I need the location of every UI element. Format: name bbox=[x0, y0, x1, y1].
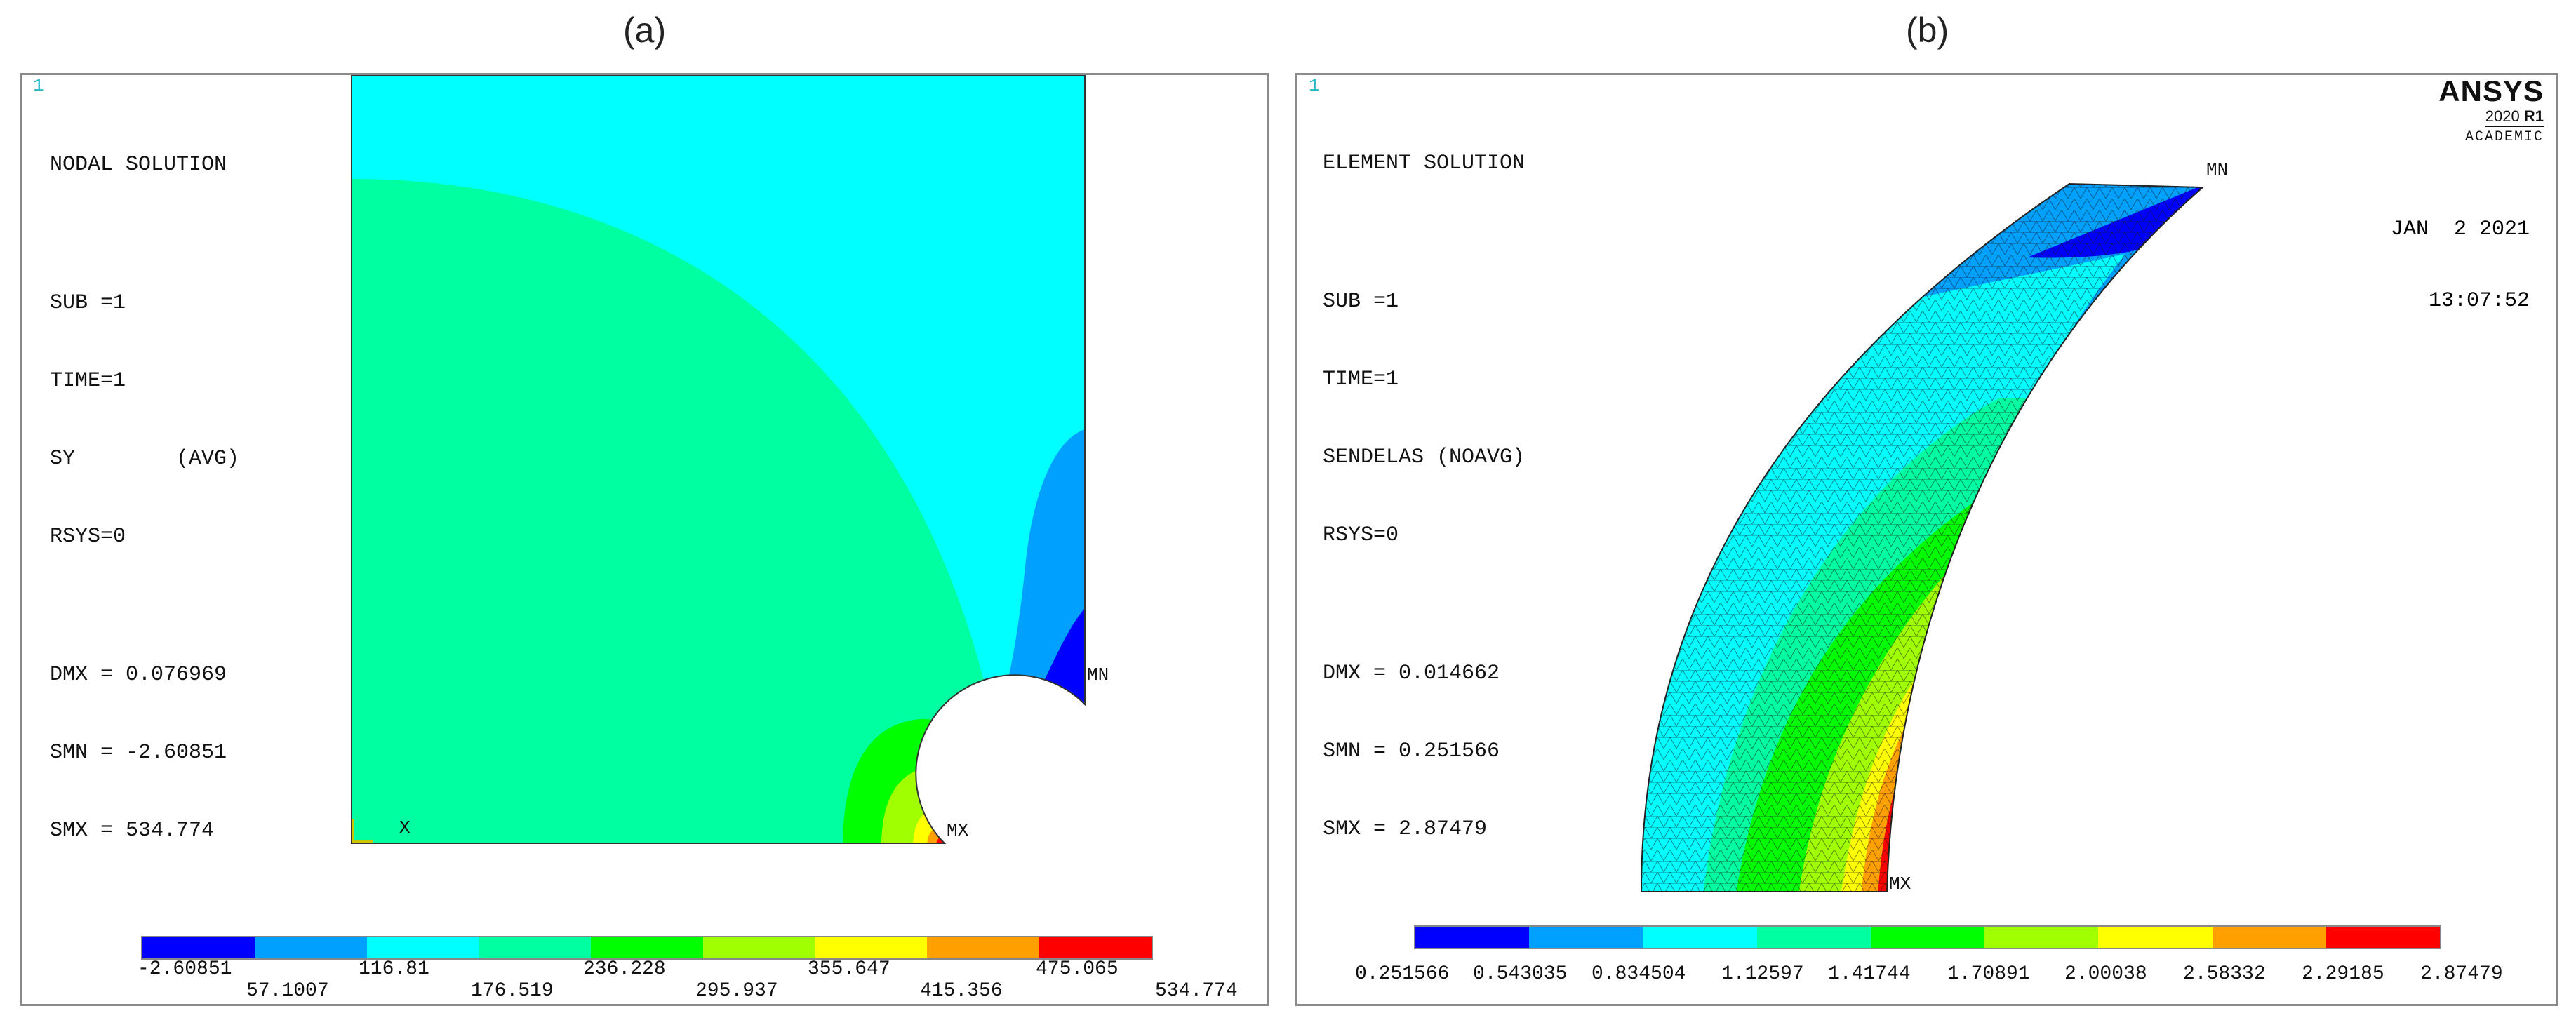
time-step: TIME=1 bbox=[50, 369, 126, 393]
legend-tick: 1.12597 bbox=[1721, 963, 1804, 985]
beam-outline bbox=[1640, 182, 2205, 892]
mx-marker: MX bbox=[1889, 873, 1911, 894]
result-quantity: SENDELAS (NOAVG) bbox=[1323, 445, 1526, 469]
smx-value: SMX = 2.87479 bbox=[1323, 817, 1488, 841]
legend-swatch-6 bbox=[1984, 927, 2099, 948]
legend-swatch-8 bbox=[927, 937, 1040, 958]
legend-tick: 2.00038 bbox=[2064, 963, 2147, 985]
legend-swatch-1 bbox=[142, 937, 255, 958]
solution-type: NODAL SOLUTION bbox=[50, 153, 227, 177]
caption-b: (b) bbox=[1906, 11, 1949, 50]
legend-swatch-5 bbox=[591, 937, 703, 958]
mx-marker: MX bbox=[947, 820, 969, 841]
datetime-stamp: JAN 2 2021 13:07:52 bbox=[2391, 170, 2530, 361]
result-quantity: SY (AVG) bbox=[50, 447, 240, 471]
legend-tick: 2.29185 bbox=[2302, 963, 2384, 985]
legend-tick: -2.60851 bbox=[138, 958, 232, 980]
dmx-value: DMX = 0.014662 bbox=[1323, 662, 1500, 685]
legend-swatch-4 bbox=[479, 937, 592, 958]
mesh-overlay bbox=[1641, 184, 2203, 892]
legend-tick: 116.81 bbox=[359, 958, 429, 980]
solution-type: ELEMENT SOLUTION bbox=[1323, 152, 1526, 175]
band-aqua-green bbox=[352, 179, 1008, 843]
legend-tick: 295.937 bbox=[695, 980, 778, 1002]
legend-swatch-7 bbox=[2098, 927, 2213, 948]
legend-tick: 534.774 bbox=[1155, 980, 1238, 1002]
plate-contours bbox=[352, 75, 1085, 843]
legend-tick: 0.543035 bbox=[1473, 963, 1568, 985]
smn-value: SMN = -2.60851 bbox=[50, 741, 227, 765]
legend-swatch-9 bbox=[1039, 937, 1152, 958]
info-block-b: ELEMENT SOLUTION SUB =1 TIME=1 SENDELAS … bbox=[1323, 99, 1525, 894]
rsys: RSYS=0 bbox=[50, 525, 126, 549]
mn-marker: MN bbox=[1087, 664, 1109, 685]
sub-step: SUB =1 bbox=[50, 291, 126, 315]
logo-version-rel: R1 bbox=[2523, 107, 2544, 125]
legend-swatch-2 bbox=[1529, 927, 1643, 948]
window-number: 1 bbox=[33, 75, 44, 96]
window-number: 1 bbox=[1309, 75, 1320, 96]
legend-tick: 2.58332 bbox=[2183, 963, 2266, 985]
legend-tick: 355.647 bbox=[808, 958, 890, 980]
legend-swatch-4 bbox=[1756, 927, 1871, 948]
smn-value: SMN = 0.251566 bbox=[1323, 739, 1500, 763]
x-axis-label: X bbox=[399, 817, 411, 838]
time-step: TIME=1 bbox=[1323, 368, 1399, 391]
panel-a-nodal-solution: 1 NODAL SOLUTION SUB =1 TIME=1 SY (AVG) bbox=[20, 73, 1269, 1006]
time-of-day: 13:07:52 bbox=[2428, 289, 2530, 313]
color-legend-a bbox=[141, 936, 1153, 960]
dmx-value: DMX = 0.076969 bbox=[50, 663, 227, 687]
legend-swatch-3 bbox=[366, 937, 479, 958]
legend-swatch-7 bbox=[815, 937, 928, 958]
logo-name: ANSYS bbox=[2438, 74, 2544, 107]
legend-swatch-6 bbox=[702, 937, 815, 958]
contour-plot-a bbox=[351, 75, 1086, 844]
legend-tick: 57.1007 bbox=[246, 980, 329, 1002]
legend-tick: 1.70891 bbox=[1947, 963, 2030, 985]
caption-a: (a) bbox=[623, 11, 667, 50]
legend-tick: 2.87479 bbox=[2420, 963, 2503, 985]
logo-edition: ACADEMIC bbox=[2464, 129, 2544, 145]
smx-value: SMX = 534.774 bbox=[50, 819, 215, 843]
rsys: RSYS=0 bbox=[1323, 523, 1399, 547]
sub-step: SUB =1 bbox=[1323, 290, 1399, 314]
logo-version-num: 2020 bbox=[2485, 107, 2520, 125]
plate-outline bbox=[351, 75, 1086, 844]
legend-tick: 176.519 bbox=[471, 980, 554, 1002]
legend-tick: 0.834504 bbox=[1591, 963, 1686, 985]
beam-contours bbox=[1641, 184, 2203, 892]
legend-tick: 475.065 bbox=[1036, 958, 1119, 980]
info-block-a: NODAL SOLUTION SUB =1 TIME=1 SY (AVG) RS… bbox=[50, 100, 239, 896]
legend-swatch-8 bbox=[2212, 927, 2326, 948]
ansys-logo: ANSYS 2020 R1 ACADEMIC bbox=[2438, 75, 2544, 148]
legend-swatch-9 bbox=[2325, 927, 2440, 948]
legend-swatch-5 bbox=[1870, 927, 1985, 948]
contour-plot-b bbox=[1640, 182, 2205, 892]
date: JAN 2 2021 bbox=[2390, 217, 2530, 241]
logo-version: 2020 R1 bbox=[2485, 107, 2544, 127]
legend-tick: 236.228 bbox=[583, 958, 666, 980]
legend-tick: 1.41744 bbox=[1828, 963, 1911, 985]
legend-swatch-1 bbox=[1415, 927, 1530, 948]
legend-swatch-2 bbox=[254, 937, 367, 958]
color-legend-b bbox=[1414, 925, 2441, 949]
legend-swatch-3 bbox=[1643, 927, 1757, 948]
panel-b-element-solution: 1 ELEMENT SOLUTION SUB =1 TIME= bbox=[1295, 73, 2558, 1006]
legend-tick: 0.251566 bbox=[1355, 963, 1450, 985]
legend-tick: 415.356 bbox=[920, 980, 1003, 1002]
mn-marker: MN bbox=[2206, 159, 2229, 180]
